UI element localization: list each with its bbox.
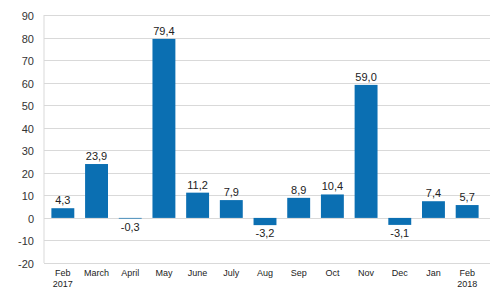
y-tick-label: 60 bbox=[22, 78, 34, 90]
y-tick-label: 90 bbox=[22, 10, 34, 22]
data-label: 10,4 bbox=[322, 180, 343, 192]
bar bbox=[355, 85, 378, 218]
x-tick-label: July bbox=[223, 268, 240, 278]
data-label: 4,3 bbox=[55, 194, 70, 206]
x-tick-label: June bbox=[188, 268, 208, 278]
grid-line bbox=[44, 195, 490, 196]
bar bbox=[152, 39, 175, 218]
y-tick-label: 70 bbox=[22, 55, 34, 67]
data-label: 79,4 bbox=[153, 25, 174, 37]
data-label: 7,4 bbox=[426, 187, 441, 199]
x-tick-label: March bbox=[84, 268, 109, 278]
bar bbox=[51, 208, 74, 218]
x-tick-label: Feb2018 bbox=[457, 268, 477, 289]
bar bbox=[456, 205, 479, 218]
y-axis-line bbox=[44, 15, 45, 263]
data-label: 7,9 bbox=[224, 186, 239, 198]
grid-line bbox=[44, 15, 490, 16]
x-tick-label: April bbox=[121, 268, 139, 278]
grid-line bbox=[44, 83, 490, 84]
grid-line bbox=[44, 263, 490, 264]
data-label: 23,9 bbox=[86, 150, 107, 162]
y-tick-label: 0 bbox=[28, 213, 34, 225]
y-tick-label: -20 bbox=[18, 258, 34, 270]
bar bbox=[220, 200, 243, 218]
x-tick-label: May bbox=[155, 268, 173, 278]
data-label: 5,7 bbox=[460, 191, 475, 203]
grid-line bbox=[44, 105, 490, 106]
grid-line bbox=[44, 150, 490, 151]
y-tick-label: 30 bbox=[22, 145, 34, 157]
bar bbox=[119, 217, 142, 219]
bars bbox=[51, 39, 478, 225]
grid bbox=[44, 16, 490, 264]
bar bbox=[186, 193, 209, 218]
x-tick-label: Nov bbox=[358, 268, 375, 278]
y-tick-label: 10 bbox=[22, 190, 34, 202]
bar bbox=[85, 164, 108, 218]
data-labels: 4,3 23,9 -0,3 79,4 11,2 7,9 -3,2 8,9 10,4 59,0 -3,… bbox=[55, 25, 475, 239]
x-tick-label: Oct bbox=[325, 268, 340, 278]
y-tick-label: 20 bbox=[22, 168, 34, 180]
x-tick-label: Aug bbox=[257, 268, 273, 278]
chart-svg: -20 -10 0 10 20 30 40 50 60 70 80 90 4,3 23,9 -0,3 79,4… bbox=[0, 0, 500, 300]
data-label: -0,3 bbox=[121, 221, 140, 233]
bar bbox=[388, 218, 411, 225]
y-tick-label: 80 bbox=[22, 33, 34, 45]
data-label: -3,1 bbox=[390, 227, 409, 239]
x-tick-label: Dec bbox=[392, 268, 409, 278]
grid-line bbox=[44, 60, 490, 61]
chart-container: -20 -10 0 10 20 30 40 50 60 70 80 90 4,3 23,9 -0,3 79,4… bbox=[0, 0, 500, 300]
bar bbox=[422, 201, 445, 218]
data-label: 8,9 bbox=[291, 184, 306, 196]
data-label: -3,2 bbox=[256, 227, 275, 239]
grid-line bbox=[44, 128, 490, 129]
y-tick-label: 50 bbox=[22, 100, 34, 112]
bar bbox=[254, 218, 277, 225]
y-tick-label: -10 bbox=[18, 235, 34, 247]
grid-line bbox=[44, 173, 490, 174]
x-tick-label: Feb2017 bbox=[53, 268, 73, 289]
bar bbox=[287, 198, 310, 218]
grid-line bbox=[44, 240, 490, 241]
bar bbox=[321, 194, 344, 217]
y-tick-label: 40 bbox=[22, 123, 34, 135]
grid-line bbox=[44, 38, 490, 39]
x-tick-label: Jan bbox=[426, 268, 441, 278]
data-label: 59,0 bbox=[355, 71, 376, 83]
x-tick-label: Sep bbox=[291, 268, 307, 278]
data-label: 11,2 bbox=[187, 179, 208, 191]
